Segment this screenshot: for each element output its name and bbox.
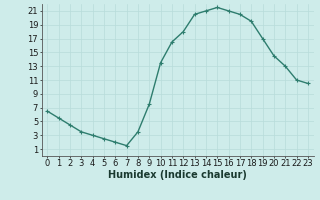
X-axis label: Humidex (Indice chaleur): Humidex (Indice chaleur) xyxy=(108,170,247,180)
